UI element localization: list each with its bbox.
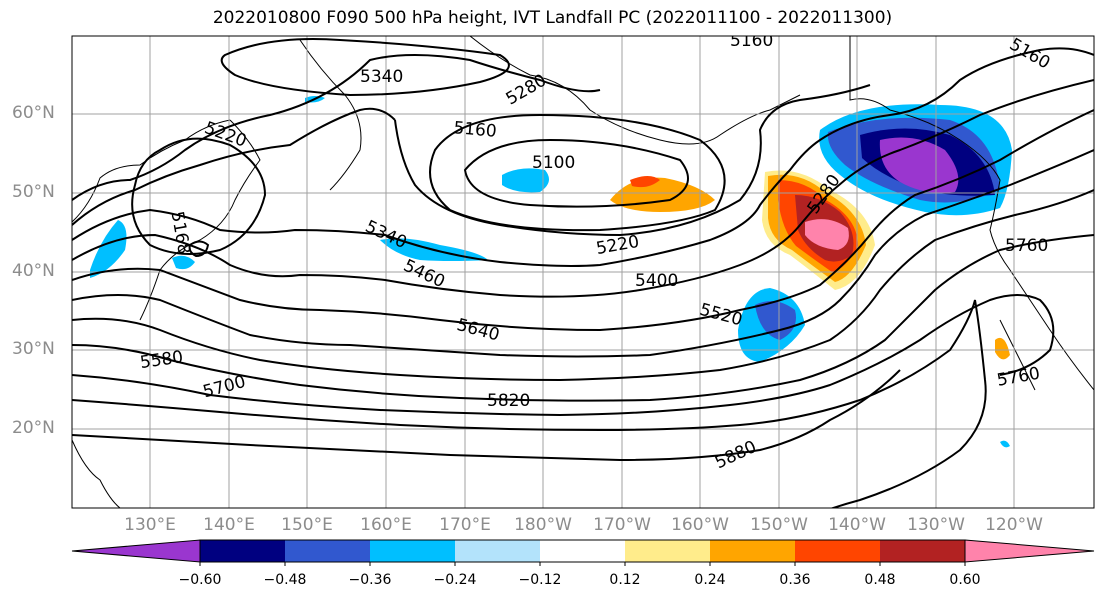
colorbar-segment — [880, 540, 965, 562]
colorbar-segment — [200, 540, 285, 562]
lon-tick-label: 180°W — [514, 515, 572, 535]
colorbar-extend-high — [964, 539, 1095, 563]
contour-label: 5580 — [139, 347, 185, 373]
lon-tick-label: 140°W — [828, 515, 886, 535]
lon-tick-label: 130°W — [907, 515, 965, 535]
colorbar-segment — [625, 540, 710, 562]
colorbar-tick-label: −0.24 — [433, 572, 477, 588]
lat-tick-label: 20°N — [12, 418, 55, 438]
lon-tick-label: 160°W — [671, 515, 729, 535]
lat-tick-label: 30°N — [12, 339, 55, 359]
contour-label: 5640 — [455, 315, 502, 346]
lon-tick-label: 150°E — [281, 515, 333, 535]
lon-tick-label: 170°E — [439, 515, 491, 535]
colorbar-segment — [370, 540, 455, 562]
lon-tick-label: 170°W — [593, 515, 651, 535]
negative-anomaly-aleutian — [502, 168, 549, 193]
colorbar-segment — [540, 540, 625, 562]
contour-labels: 5160 5160 5340 5280 5220 5160 5100 5168 … — [139, 31, 1053, 473]
colorbar-segment — [795, 540, 880, 562]
colorbar-tick-label: 0.60 — [949, 572, 981, 588]
lon-tick-label: 160°E — [360, 515, 412, 535]
colorbar-tick-label: −0.48 — [263, 572, 307, 588]
contour-label: 5340 — [360, 67, 403, 87]
lon-tick-label: 120°W — [985, 515, 1043, 535]
colorbar-tick-label: −0.12 — [518, 572, 562, 588]
contour-label: 5220 — [595, 232, 641, 259]
lon-tick-label: 130°E — [124, 515, 176, 535]
negative-anomaly-core — [879, 137, 959, 193]
contour-label: 5100 — [532, 153, 575, 173]
colorbar-tick-label: 0.48 — [864, 572, 896, 588]
contour-label: 5400 — [635, 271, 678, 291]
lat-tick-label: 50°N — [12, 182, 55, 202]
colorbar-extend-low — [71, 539, 201, 563]
figure-title: 2022010800 F090 500 hPa height, IVT Land… — [212, 8, 893, 28]
contour-label: 5820 — [487, 391, 530, 411]
colorbar-tick-label: 0.24 — [694, 572, 726, 588]
contour-label: 5160 — [1006, 35, 1053, 74]
colorbar — [71, 539, 1095, 566]
colorbar-segment — [285, 540, 370, 562]
lon-tick-label: 140°E — [203, 515, 255, 535]
positive-anomaly-core — [805, 219, 849, 250]
colorbar-tick-label: 0.12 — [609, 572, 641, 588]
positive-anomaly-central — [610, 177, 715, 212]
colorbar-segment — [710, 540, 795, 562]
map-frame — [71, 35, 1095, 509]
contour-label: 5760 — [995, 364, 1041, 391]
colorbar-tick-label: −0.36 — [348, 572, 392, 588]
colorbar-tick-label: 0.36 — [779, 572, 811, 588]
ivt-anomaly-fills — [90, 96, 1012, 448]
contour-label: 5520 — [697, 300, 744, 331]
lon-tick-label: 150°W — [750, 515, 808, 535]
contour-label: 5168 — [167, 210, 194, 256]
contour-label: 5160 — [730, 31, 773, 51]
lat-tick-label: 40°N — [12, 261, 55, 281]
colorbar-tick-label: −0.60 — [178, 572, 222, 588]
height-contours — [72, 38, 1094, 508]
contour-label: 5760 — [1005, 236, 1048, 256]
colorbar-segment — [455, 540, 540, 562]
contour-label: 5160 — [453, 118, 498, 142]
lat-tick-label: 60°N — [12, 103, 55, 123]
contour-label: 5880 — [712, 437, 760, 473]
